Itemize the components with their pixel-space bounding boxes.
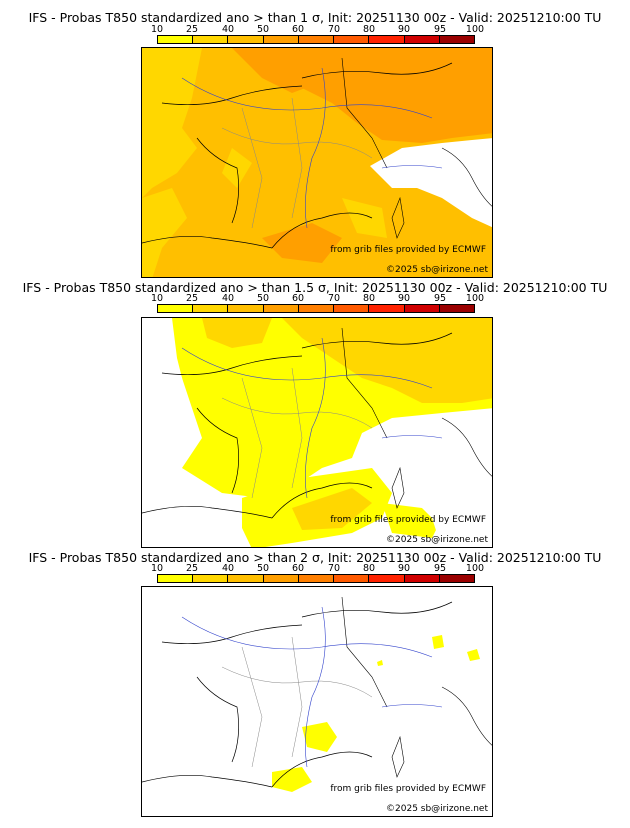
legend-swatch xyxy=(193,36,229,43)
legend-tick: 80 xyxy=(362,293,376,304)
data-provider-credit: from grib files provided by ECMWF xyxy=(330,784,486,794)
color-legend: 10 25 40 50 60 70 80 90 95 100 xyxy=(151,293,484,321)
legend-swatch xyxy=(263,36,299,43)
panel-title: IFS - Probas T850 standardized ano > tha… xyxy=(22,280,608,295)
legend-tick: 50 xyxy=(256,24,270,35)
legend-swatch xyxy=(369,575,405,582)
panel-title: IFS - Probas T850 standardized ano > tha… xyxy=(28,550,602,565)
panel-sigma-1-5: IFS - Probas T850 standardized ano > tha… xyxy=(0,270,630,548)
legend-tick: 70 xyxy=(327,563,341,574)
legend-swatch xyxy=(404,575,440,582)
probability-map: from grib files provided by ECMWF ©2025 … xyxy=(141,586,493,817)
data-provider-credit: from grib files provided by ECMWF xyxy=(330,515,486,525)
legend-tick: 25 xyxy=(185,563,199,574)
legend-swatch xyxy=(298,305,335,312)
probability-map: from grib files provided by ECMWF ©2025 … xyxy=(141,317,493,548)
legend-tick: 95 xyxy=(433,24,447,35)
legend-tick: 100 xyxy=(465,563,485,574)
legend-swatch xyxy=(158,36,194,43)
legend-tick: 90 xyxy=(397,24,411,35)
legend-swatch xyxy=(369,36,405,43)
legend-tick: 95 xyxy=(433,293,447,304)
legend-tick: 60 xyxy=(291,24,305,35)
legend-swatch xyxy=(439,36,474,43)
legend-tick: 40 xyxy=(221,24,235,35)
legend-tick: 25 xyxy=(185,24,199,35)
legend-swatch xyxy=(439,305,474,312)
legend-swatch xyxy=(439,575,474,582)
panel-title: IFS - Probas T850 standardized ano > tha… xyxy=(28,10,602,25)
legend-swatch xyxy=(193,305,229,312)
legend-swatch xyxy=(228,575,264,582)
copyright-credit: ©2025 sb@irizone.net xyxy=(386,804,488,814)
legend-tick: 70 xyxy=(327,293,341,304)
color-legend: 10 25 40 50 60 70 80 90 95 100 xyxy=(151,24,484,52)
legend-swatch xyxy=(158,305,194,312)
legend-swatch xyxy=(334,36,370,43)
legend-tick: 95 xyxy=(433,563,447,574)
legend-swatch xyxy=(369,305,405,312)
legend-tick: 40 xyxy=(221,293,235,304)
legend-tick: 90 xyxy=(397,293,411,304)
probability-map: from grib files provided by ECMWF ©2025 … xyxy=(141,47,493,278)
legend-tick: 40 xyxy=(221,563,235,574)
legend-tick: 10 xyxy=(150,24,164,35)
legend-tick: 70 xyxy=(327,24,341,35)
legend-swatch xyxy=(298,575,335,582)
panel-sigma-1: IFS - Probas T850 standardized ano > tha… xyxy=(0,0,630,278)
legend-color-bar xyxy=(157,35,475,44)
legend-swatch xyxy=(334,575,370,582)
legend-swatch xyxy=(228,305,264,312)
legend-tick: 50 xyxy=(256,563,270,574)
legend-swatch xyxy=(334,305,370,312)
copyright-credit: ©2025 sb@irizone.net xyxy=(386,535,488,545)
legend-swatch xyxy=(193,575,229,582)
legend-swatch xyxy=(404,36,440,43)
legend-tick: 25 xyxy=(185,293,199,304)
color-legend: 10 25 40 50 60 70 80 90 95 100 xyxy=(151,563,484,591)
legend-tick: 80 xyxy=(362,563,376,574)
legend-color-bar xyxy=(157,304,475,313)
legend-swatch xyxy=(404,305,440,312)
legend-swatch xyxy=(263,305,299,312)
legend-tick: 10 xyxy=(150,563,164,574)
legend-tick: 50 xyxy=(256,293,270,304)
legend-swatch xyxy=(298,36,335,43)
legend-tick: 100 xyxy=(465,24,485,35)
legend-tick: 80 xyxy=(362,24,376,35)
legend-swatch xyxy=(158,575,194,582)
copyright-credit: ©2025 sb@irizone.net xyxy=(386,265,488,275)
legend-tick: 10 xyxy=(150,293,164,304)
legend-tick: 60 xyxy=(291,293,305,304)
legend-color-bar xyxy=(157,574,475,583)
panel-sigma-2: IFS - Probas T850 standardized ano > tha… xyxy=(0,540,630,828)
legend-swatch xyxy=(263,575,299,582)
legend-tick: 60 xyxy=(291,563,305,574)
data-provider-credit: from grib files provided by ECMWF xyxy=(330,245,486,255)
legend-swatch xyxy=(228,36,264,43)
legend-tick: 100 xyxy=(465,293,485,304)
legend-tick: 90 xyxy=(397,563,411,574)
